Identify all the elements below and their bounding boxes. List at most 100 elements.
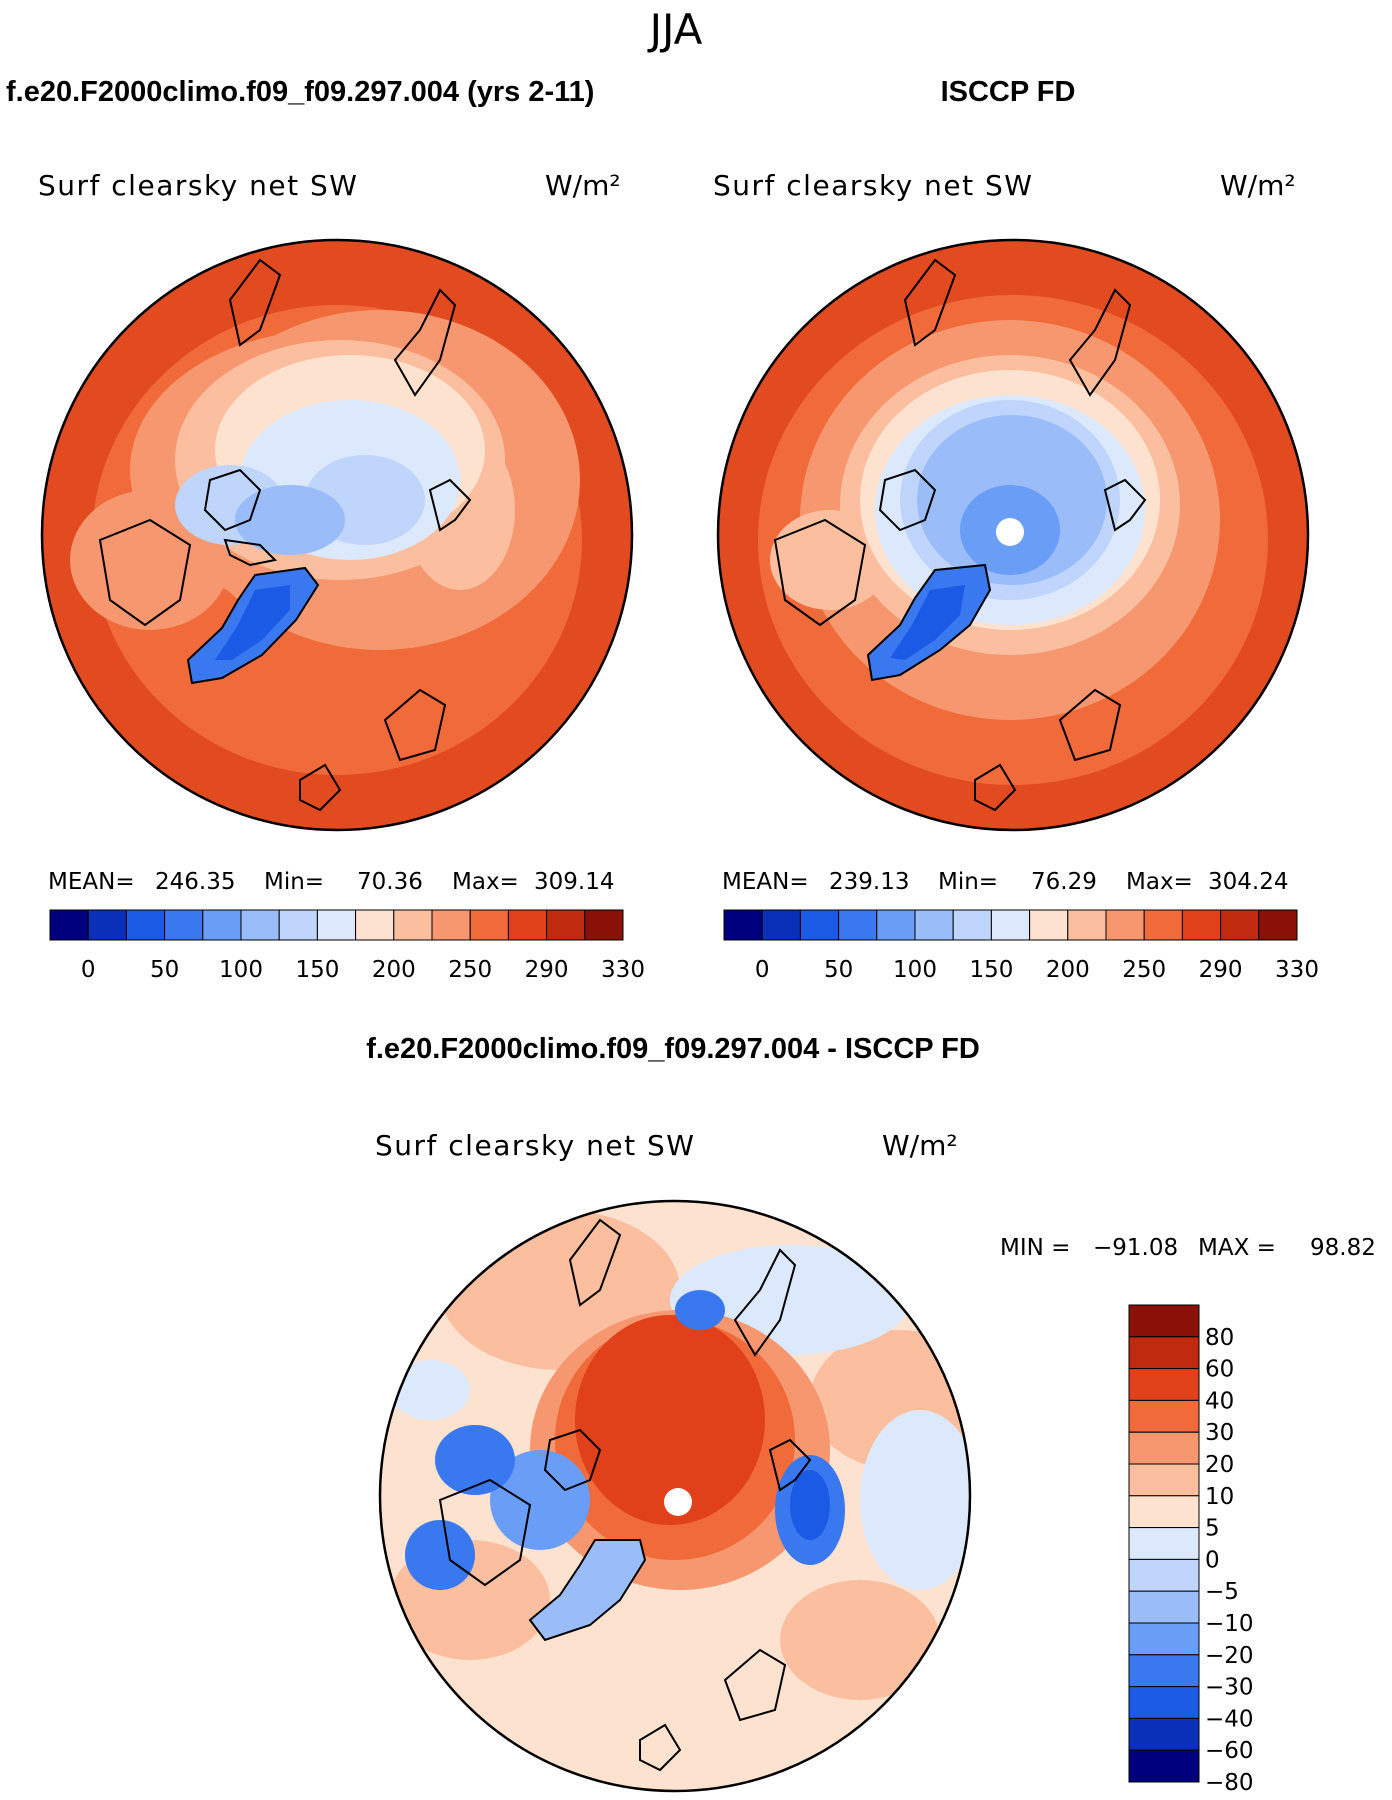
diff-colorbar-tick-label: 40	[1205, 1388, 1234, 1414]
obs-colorbar-swatch	[1105, 909, 1145, 941]
model-colorbar-swatch	[507, 909, 548, 941]
obs-colorbar-swatch	[876, 909, 916, 941]
obs-colorbar-swatch	[723, 909, 763, 941]
diff-map-border	[378, 1199, 972, 1793]
diff-colorbar-tick-label: 0	[1205, 1547, 1220, 1573]
obs-colorbar-swatch	[838, 909, 878, 941]
model-colorbar-swatch	[240, 909, 280, 941]
obs-colorbar: 0 50 100 150 200 250 290 330	[723, 909, 1319, 983]
model-colorbar-swatch	[546, 909, 586, 941]
model-max-value: 309.14	[534, 869, 614, 895]
diff-colorbar-tick-label: −30	[1205, 1675, 1254, 1701]
model-colorbar-swatch	[202, 909, 242, 941]
model-colorbar-swatch	[125, 909, 166, 941]
model-max-label: Max=	[452, 869, 519, 895]
diff-colorbar-tick-label: 60	[1205, 1357, 1234, 1383]
diff-min-label: MIN =	[1000, 1235, 1070, 1261]
obs-colorbar-tick-label: 250	[1122, 957, 1166, 983]
diff-colorbar-tick-label: 10	[1205, 1484, 1234, 1510]
model-colorbar-tick-label: 100	[219, 957, 263, 983]
diff-colorbar-tick-label: −10	[1205, 1611, 1254, 1637]
diff-colorbar-swatch	[1128, 1558, 1200, 1592]
model-colorbar-swatch	[316, 909, 357, 941]
model-colorbar-swatch	[584, 909, 624, 941]
diff-colorbar-tick-label: −80	[1205, 1770, 1254, 1796]
obs-colorbar-swatch	[1029, 909, 1069, 941]
model-colorbar-tick-label: 50	[150, 957, 179, 983]
obs-colorbar-swatch	[952, 909, 992, 941]
obs-polar-map	[718, 240, 1308, 830]
diff-min-value: −91.08	[1093, 1235, 1178, 1261]
obs-min-value: 76.29	[1031, 869, 1097, 895]
diff-colorbar-swatch	[1128, 1717, 1200, 1751]
diff-polar-map	[380, 1201, 970, 1791]
diff-colorbar-swatch	[1128, 1527, 1200, 1560]
diff-max-label: MAX =	[1198, 1235, 1276, 1261]
diff-colorbar-swatch	[1128, 1463, 1200, 1497]
obs-colorbar-swatch	[1143, 909, 1183, 941]
diff-colorbar-tick-label: 80	[1205, 1325, 1234, 1351]
diff-colorbar: 80 60 40 30 20 10 5 0 −5 −10 −20 −30 −40 −60 −80	[1128, 1304, 1254, 1796]
diff-colorbar-tick-label: −20	[1205, 1643, 1254, 1669]
diff-colorbar-tick-label: −60	[1205, 1738, 1254, 1764]
model-colorbar-tick-label: 250	[448, 957, 492, 983]
diff-colorbar-swatch	[1128, 1431, 1200, 1465]
model-colorbar: 0 50 100 150 200 250 290 330	[49, 909, 645, 983]
obs-colorbar-tick-label: 150	[969, 957, 1013, 983]
obs-variable-label: Surf clearsky net SW	[713, 169, 1033, 202]
model-coastlines	[98, 258, 472, 812]
model-units-label: W/m²	[545, 169, 621, 202]
model-mean-value: 246.35	[155, 869, 235, 895]
diff-colorbar-tick-label: −40	[1205, 1706, 1254, 1732]
diff-colorbar-swatch	[1128, 1686, 1200, 1719]
model-colorbar-swatch	[469, 909, 509, 941]
model-colorbar-swatch	[278, 909, 318, 941]
diff-colorbar-swatch	[1128, 1749, 1200, 1783]
diff-colorbar-tick-label: 5	[1205, 1516, 1220, 1542]
diff-colorbar-swatch	[1128, 1304, 1200, 1338]
diff-max-value: 98.82	[1310, 1235, 1376, 1261]
model-colorbar-swatch	[431, 909, 471, 941]
model-colorbar-swatch	[164, 909, 204, 941]
model-mean-label: MEAN=	[48, 869, 135, 895]
obs-units-label: W/m²	[1220, 169, 1296, 202]
obs-colorbar-swatch	[990, 909, 1031, 941]
obs-panel-title: ISCCP FD	[941, 76, 1076, 108]
obs-colorbar-swatch	[1181, 909, 1222, 941]
model-min-value: 70.36	[357, 869, 423, 895]
model-colorbar-tick-label: 200	[372, 957, 416, 983]
diff-colorbar-swatch	[1128, 1654, 1200, 1688]
model-colorbar-swatch	[393, 909, 433, 941]
model-colorbar-tick-label: 330	[601, 957, 645, 983]
model-colorbar-tick-label: 290	[525, 957, 569, 983]
obs-colorbar-tick-label: 330	[1275, 957, 1319, 983]
diff-colorbar-tick-label: −5	[1205, 1579, 1239, 1605]
season-title: JJA	[647, 5, 703, 54]
model-polar-map	[42, 240, 632, 830]
model-colorbar-tick-label: 150	[295, 957, 339, 983]
obs-max-value: 304.24	[1208, 869, 1288, 895]
diff-colorbar-tick-label: 20	[1205, 1452, 1234, 1478]
obs-colorbar-tick-label: 200	[1046, 957, 1090, 983]
diff-colorbar-swatch	[1128, 1495, 1200, 1529]
obs-mean-label: MEAN=	[722, 869, 809, 895]
model-variable-label: Surf clearsky net SW	[38, 169, 358, 202]
model-min-label: Min=	[264, 869, 324, 895]
model-panel-title: f.e20.F2000climo.f09_f09.297.004 (yrs 2-…	[6, 76, 594, 108]
obs-colorbar-swatch	[1220, 909, 1260, 941]
obs-map-border	[716, 238, 1310, 832]
obs-max-label: Max=	[1126, 869, 1193, 895]
obs-colorbar-swatch	[1258, 909, 1298, 941]
obs-colorbar-swatch	[799, 909, 840, 941]
obs-colorbar-tick-label: 0	[755, 957, 770, 983]
obs-colorbar-tick-label: 290	[1199, 957, 1243, 983]
diff-colorbar-tick-label: 30	[1205, 1420, 1234, 1446]
model-colorbar-swatch	[87, 909, 127, 941]
model-colorbar-tick-label: 0	[81, 957, 96, 983]
diff-panel-title: f.e20.F2000climo.f09_f09.297.004 - ISCCP…	[366, 1033, 980, 1065]
obs-min-label: Min=	[938, 869, 998, 895]
obs-colorbar-swatch	[761, 909, 801, 941]
diff-colorbar-swatch	[1128, 1368, 1200, 1401]
diff-colorbar-swatch	[1128, 1336, 1200, 1370]
